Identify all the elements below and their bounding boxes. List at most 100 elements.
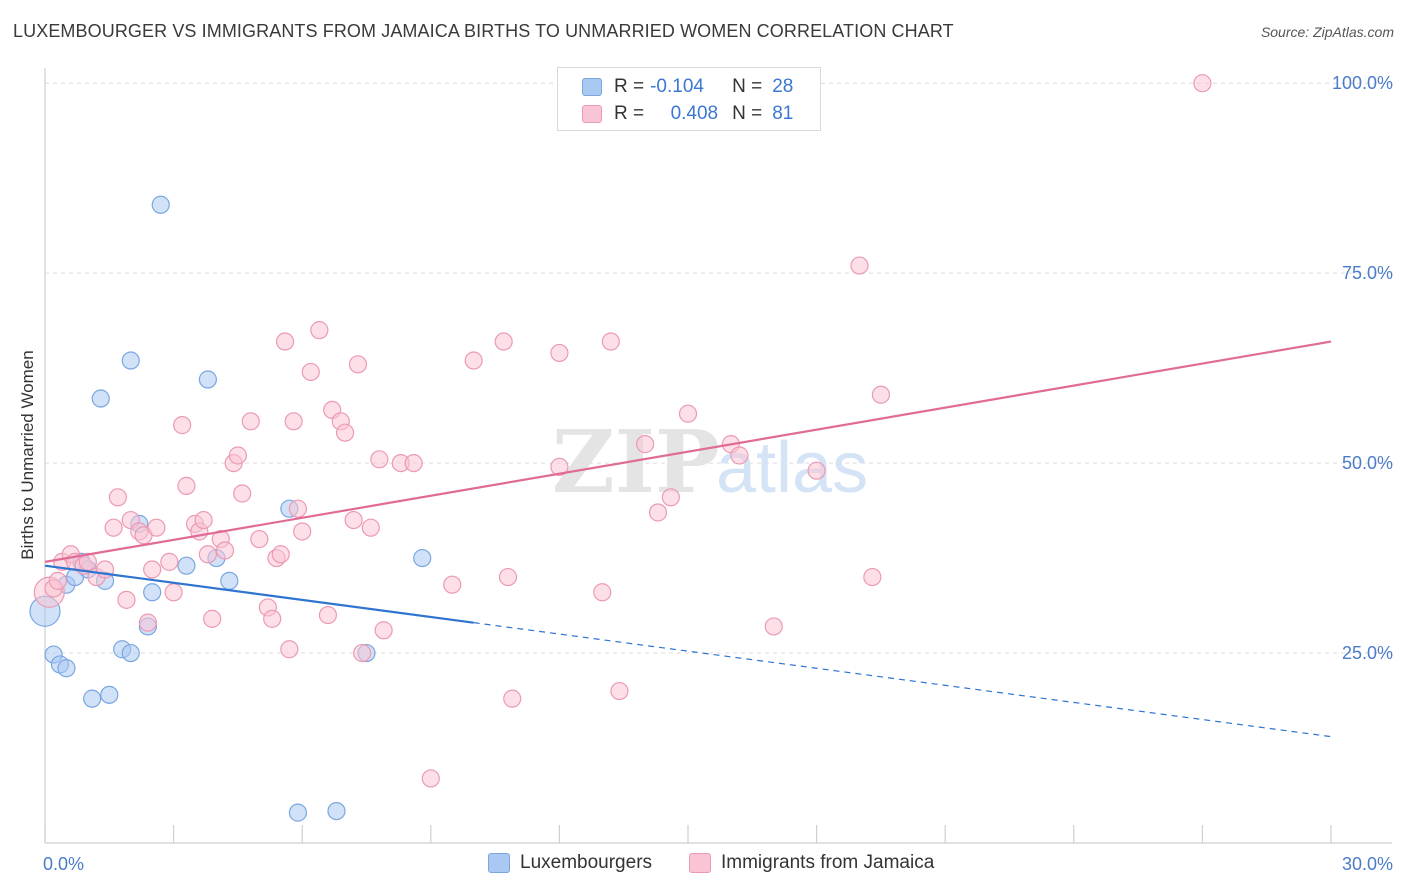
zipatlas-watermark: ZIP atlas	[552, 412, 868, 513]
luxembourger-point	[288, 803, 308, 822]
jamaica-point	[550, 457, 569, 476]
jamaica-point	[494, 332, 513, 351]
jamaica-point	[318, 605, 338, 625]
luxembourger-point	[57, 659, 76, 678]
series-swatch-jamaica	[689, 853, 711, 873]
jamaica-point	[203, 609, 222, 628]
jamaica-point	[143, 560, 162, 579]
jamaica-point	[288, 499, 308, 518]
series-legend-jamaica[interactable]: Immigrants from Jamaica	[689, 852, 934, 874]
y-tick-label: 100.0%	[1332, 73, 1393, 93]
jamaica-point	[661, 488, 680, 507]
jamaica-point	[593, 583, 612, 602]
jamaica-point	[335, 423, 355, 442]
legend-n-label: N =	[732, 76, 763, 97]
legend-n-value: 28	[772, 76, 794, 97]
jamaica-point	[310, 321, 329, 340]
jamaica-point	[108, 488, 127, 507]
legend-row-luxembourgers: R = -0.104 N = 28	[582, 76, 793, 98]
source-credit: Source: ZipAtlas.com	[1260, 24, 1394, 40]
legend-r-value: -0.104	[650, 76, 704, 97]
jamaica-point	[648, 503, 668, 522]
jamaica-point	[370, 450, 389, 469]
legend-swatch-jamaica	[582, 105, 602, 123]
jamaica-point	[280, 640, 299, 659]
luxembourger-point	[151, 195, 170, 214]
jamaica-point	[215, 541, 235, 560]
jamaica-point	[241, 412, 260, 431]
jamaica-point	[275, 332, 295, 351]
jamaica-point	[104, 518, 123, 537]
luxembourger-point	[121, 351, 140, 370]
jamaica-point	[228, 446, 247, 465]
luxembourger-point	[413, 548, 432, 568]
data-points	[29, 74, 1212, 822]
jamaica-point	[160, 552, 179, 571]
axes	[44, 68, 1392, 844]
jamaica-point	[293, 522, 312, 541]
series-label-jamaica: Immigrants from Jamaica	[721, 852, 935, 873]
jamaica-trend-line	[44, 340, 1332, 563]
series-legend: Luxembourgers Immigrants from Jamaica	[0, 852, 1406, 878]
luxembourger-point	[327, 801, 346, 821]
jamaica-point	[421, 769, 440, 788]
jamaica-point	[271, 545, 290, 564]
series-label-luxembourgers: Luxembourgers	[520, 852, 653, 873]
jamaica-point	[1193, 74, 1212, 93]
jamaica-point	[601, 332, 620, 351]
correlation-legend: R = -0.104 N = 28 R = 0.408 N = 81	[557, 67, 821, 131]
jamaica-point	[353, 643, 372, 663]
luxembourger-point	[143, 583, 162, 602]
luxembourger-point	[100, 685, 119, 704]
jamaica-point	[374, 621, 393, 640]
x-tick-label: 0.0%	[43, 854, 84, 874]
jamaica-point	[284, 412, 303, 431]
luxembourger-point	[198, 370, 217, 389]
jamaica-point	[871, 385, 891, 404]
jamaica-point	[636, 435, 655, 454]
jamaica-point	[117, 590, 136, 609]
y-tick-label: 75.0%	[1342, 263, 1393, 283]
jamaica-point	[263, 609, 282, 628]
luxembourger-trend-extension	[473, 622, 1332, 738]
jamaica-point	[198, 545, 217, 564]
luxembourger-trend-line	[44, 564, 474, 624]
jamaica-point	[194, 510, 213, 530]
jamaica-point	[147, 518, 166, 537]
jamaica-point	[863, 567, 882, 587]
jamaica-point	[503, 689, 522, 708]
x-tick-label: 30.0%	[1342, 854, 1393, 874]
jamaica-point	[850, 256, 869, 275]
trend-lines	[44, 340, 1332, 738]
luxembourger-point	[121, 643, 140, 663]
jamaica-point	[48, 571, 67, 590]
jamaica-point	[173, 416, 192, 435]
legend-swatch-luxembourgers	[582, 78, 602, 96]
jamaica-point	[807, 461, 826, 480]
jamaica-point	[348, 355, 368, 374]
jamaica-point	[138, 613, 157, 632]
chart-title: LUXEMBOURGER VS IMMIGRANTS FROM JAMAICA …	[13, 21, 954, 41]
legend-r-label: R =	[614, 76, 645, 97]
jamaica-point	[233, 484, 252, 503]
jamaica-point	[498, 567, 518, 587]
luxembourger-point	[177, 556, 196, 575]
jamaica-point	[250, 529, 269, 549]
gridlines	[44, 82, 1392, 843]
jamaica-point	[678, 404, 698, 423]
series-legend-luxembourgers[interactable]: Luxembourgers	[488, 852, 652, 874]
jamaica-point	[361, 518, 380, 537]
luxembourger-point	[220, 571, 239, 590]
jamaica-point	[404, 453, 423, 473]
legend-n-value: 81	[772, 103, 794, 124]
y-tick-label: 50.0%	[1342, 453, 1393, 473]
series-swatch-luxembourgers	[488, 853, 510, 873]
legend-r-label: R =	[614, 103, 645, 124]
jamaica-point	[443, 575, 462, 594]
legend-row-jamaica: R = 0.408 N = 81	[582, 103, 793, 125]
jamaica-point	[550, 343, 569, 363]
jamaica-point	[301, 362, 320, 382]
watermark-atlas: atlas	[716, 428, 868, 508]
jamaica-point	[464, 351, 483, 370]
